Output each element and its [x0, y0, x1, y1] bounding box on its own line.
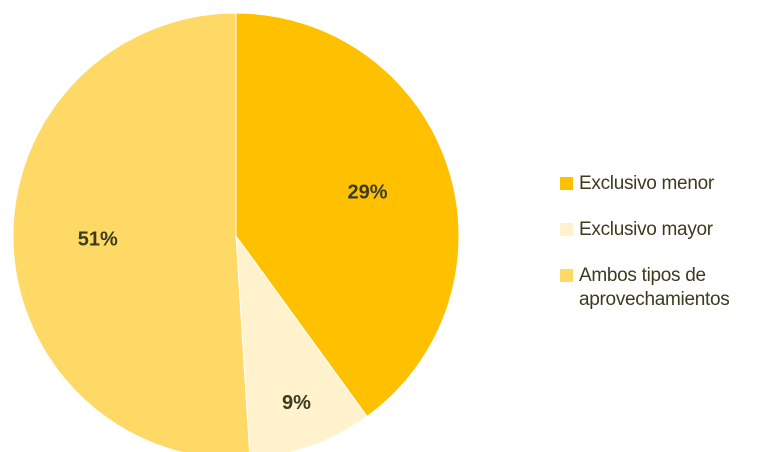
- legend-swatch-exclusivo-mayor: [560, 223, 573, 236]
- legend-item-exclusivo-menor: Exclusivo menor: [560, 172, 760, 196]
- legend-label-exclusivo-menor: Exclusivo menor: [579, 173, 714, 194]
- pie-slice-label-2: 9%: [282, 392, 311, 414]
- chart-legend: Exclusivo menor Exclusivo mayor Ambos ti…: [560, 172, 760, 334]
- legend-swatch-ambos-tipos: [560, 269, 573, 282]
- pie-slice-label-1: 29%: [347, 182, 387, 204]
- pie-slice-3: [12, 12, 251, 452]
- legend-label-ambos-tipos: Ambos tipos de aprovechamientos: [579, 265, 730, 310]
- legend-item-ambos-tipos: Ambos tipos de aprovechamientos: [560, 264, 760, 312]
- pie-slice-1: [235, 12, 460, 418]
- legend-label-exclusivo-mayor: Exclusivo mayor: [579, 219, 713, 240]
- legend-item-exclusivo-mayor: Exclusivo mayor: [560, 218, 760, 242]
- legend-swatch-exclusivo-menor: [560, 177, 573, 190]
- pie-slice-label-3: 51%: [78, 229, 118, 251]
- pie-slice-2: [235, 234, 368, 452]
